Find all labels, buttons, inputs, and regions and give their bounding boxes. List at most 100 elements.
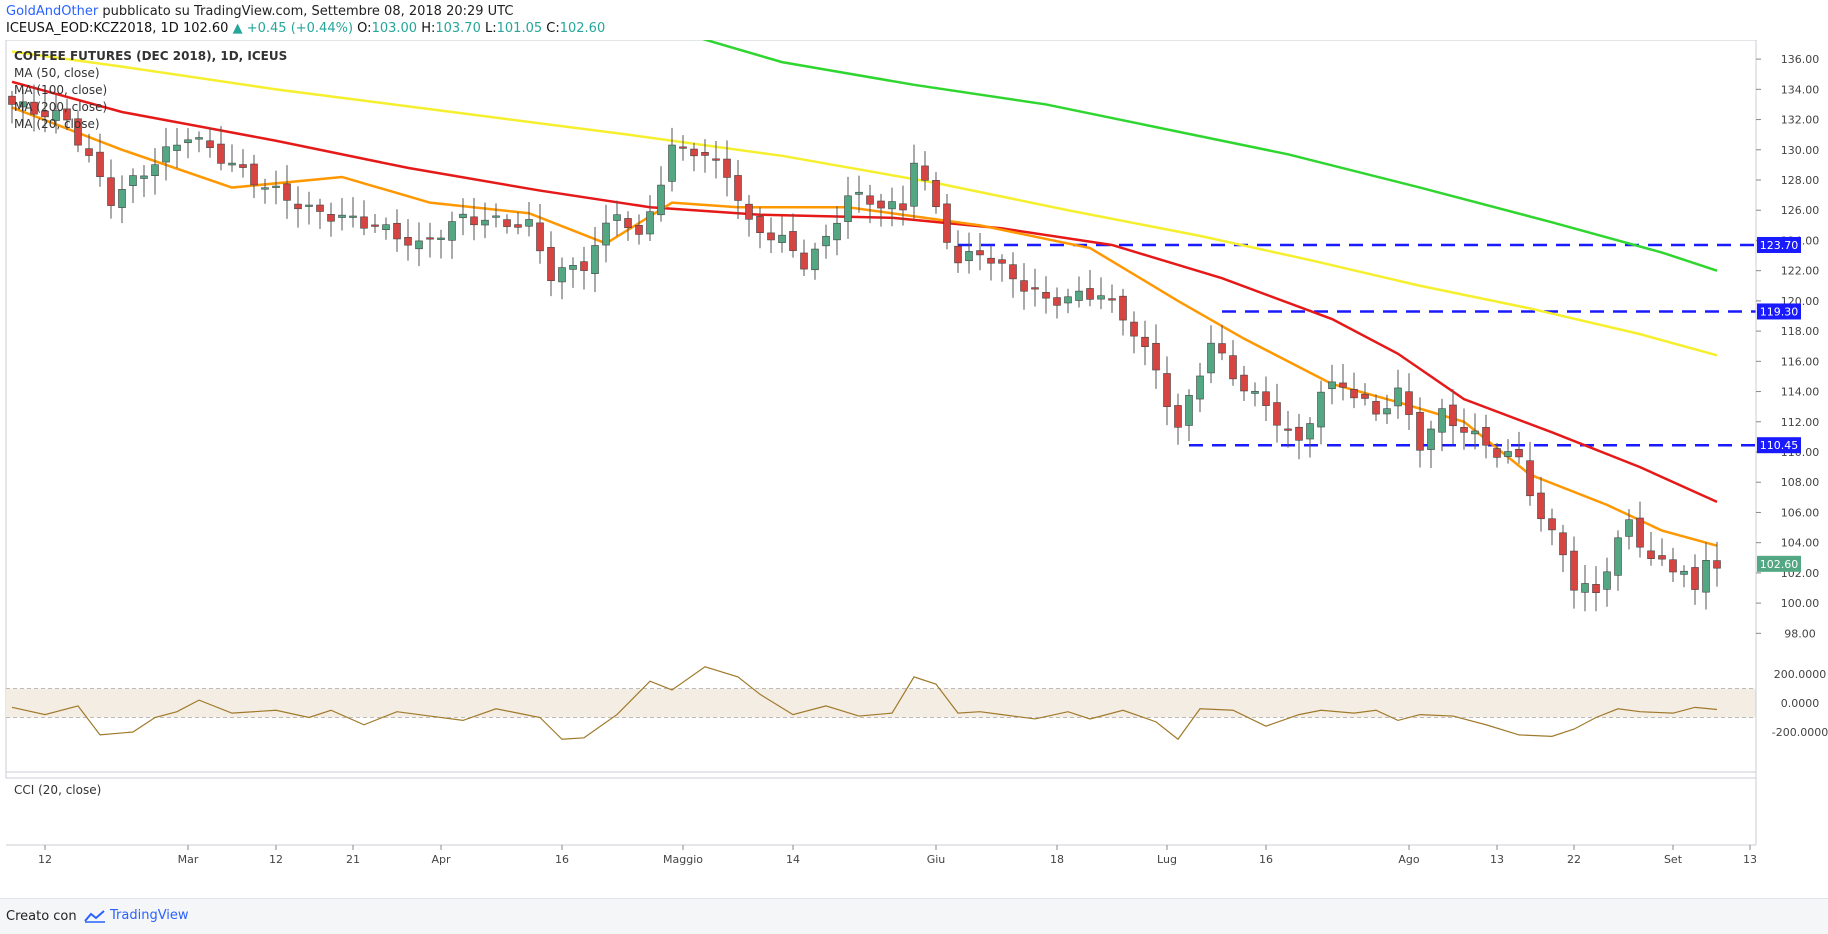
candle — [1174, 393, 1182, 445]
candle-body — [635, 224, 643, 235]
last-price: 102.60 — [182, 21, 229, 36]
candle-body — [668, 144, 676, 182]
candle — [1460, 408, 1468, 450]
candle — [30, 84, 38, 132]
candle — [393, 209, 401, 252]
price-tick-label: 104.00 — [1781, 537, 1820, 550]
candle-body — [987, 257, 995, 264]
price-tick-label: 112.00 — [1781, 416, 1820, 429]
candle-body — [866, 195, 874, 205]
candle-body — [690, 148, 698, 157]
candle — [844, 176, 852, 239]
candle-body — [151, 164, 159, 177]
candle — [1548, 508, 1556, 546]
candle — [888, 187, 896, 227]
candle — [1119, 288, 1127, 336]
candle-body — [712, 158, 720, 161]
candle — [228, 144, 236, 172]
candle — [118, 175, 126, 224]
candle-body — [1537, 492, 1545, 520]
candle — [1636, 501, 1644, 558]
candle-body — [558, 267, 566, 283]
candle — [1097, 277, 1105, 310]
candle-body — [1273, 402, 1281, 426]
high-label: H: — [421, 21, 436, 36]
candle-body — [536, 222, 544, 252]
price-change: +0.45 (+0.44%) — [246, 21, 354, 36]
candle — [1658, 538, 1666, 566]
candle — [1405, 373, 1413, 430]
candle — [481, 202, 489, 239]
candle — [1713, 541, 1721, 587]
candle-body — [1196, 375, 1204, 400]
candle-body — [1449, 404, 1457, 427]
candle — [811, 242, 819, 280]
candle — [1669, 547, 1677, 582]
ma100-line — [11, 50, 1718, 357]
candle — [41, 92, 49, 133]
candle — [1361, 383, 1369, 406]
low-label: L: — [485, 21, 497, 36]
price-tick-label: 106.00 — [1781, 506, 1820, 519]
candle-body — [1064, 296, 1072, 304]
candle — [591, 227, 599, 293]
candle-body — [679, 146, 687, 149]
time-tick-label: Giu — [927, 853, 946, 866]
candle — [349, 197, 357, 228]
candle — [360, 200, 368, 236]
candle-body — [1339, 382, 1347, 388]
candle — [1284, 410, 1292, 448]
candle — [646, 195, 654, 241]
candle — [1691, 554, 1699, 605]
candle — [712, 140, 720, 179]
candle-body — [800, 252, 808, 270]
cci-tick-label: -200.0000 — [1772, 726, 1828, 739]
candle — [371, 214, 379, 234]
candle — [206, 127, 214, 158]
candle-body — [360, 216, 368, 229]
time-tick-label: 18 — [1050, 853, 1064, 866]
legend-ma200: MA (200, close) — [14, 100, 107, 114]
candle-body — [239, 164, 247, 168]
author-link[interactable]: GoldAndOther — [6, 4, 99, 19]
price-tick-label: 100.00 — [1781, 597, 1820, 610]
candle — [294, 186, 302, 228]
candle-body — [910, 162, 918, 207]
candle — [140, 165, 148, 197]
candle-body — [1328, 381, 1336, 390]
candle-body — [778, 234, 786, 243]
price-tick-label: 116.00 — [1781, 355, 1820, 368]
candle — [866, 184, 874, 224]
tradingview-link[interactable]: TradingView — [84, 908, 189, 923]
close-value: 102.60 — [559, 21, 606, 36]
candle-body — [349, 215, 357, 218]
candle-body — [261, 187, 269, 190]
candle — [954, 230, 962, 273]
candle-body — [756, 216, 764, 233]
candle-body — [1097, 295, 1105, 300]
candle — [1427, 420, 1435, 469]
publish-info: pubblicato su TradingView.com, Settembre… — [102, 4, 514, 19]
candle-body — [1240, 374, 1248, 392]
time-tick-label: Set — [1664, 853, 1683, 866]
candle-body — [327, 214, 335, 222]
candle — [1339, 364, 1347, 401]
candle-body — [316, 204, 324, 212]
price-chart[interactable]: 98.00100.00102.00104.00106.00108.00110.0… — [0, 40, 1828, 898]
candle — [1064, 288, 1072, 314]
candle — [734, 159, 742, 219]
candle-body — [1031, 287, 1039, 290]
candle — [1163, 356, 1171, 426]
candle-body — [1526, 460, 1534, 497]
candle-body — [1141, 336, 1149, 347]
candle-body — [1218, 343, 1226, 354]
candle-body — [1504, 451, 1512, 457]
time-tick-label: 13 — [1490, 853, 1504, 866]
cci-tick-label: 200.0000 — [1774, 668, 1827, 681]
candle-body — [1262, 391, 1270, 406]
candle-body — [1603, 571, 1611, 590]
candle-body — [723, 158, 731, 178]
candle — [1614, 530, 1622, 591]
candle-body — [382, 224, 390, 230]
time-tick-label: 21 — [346, 853, 360, 866]
